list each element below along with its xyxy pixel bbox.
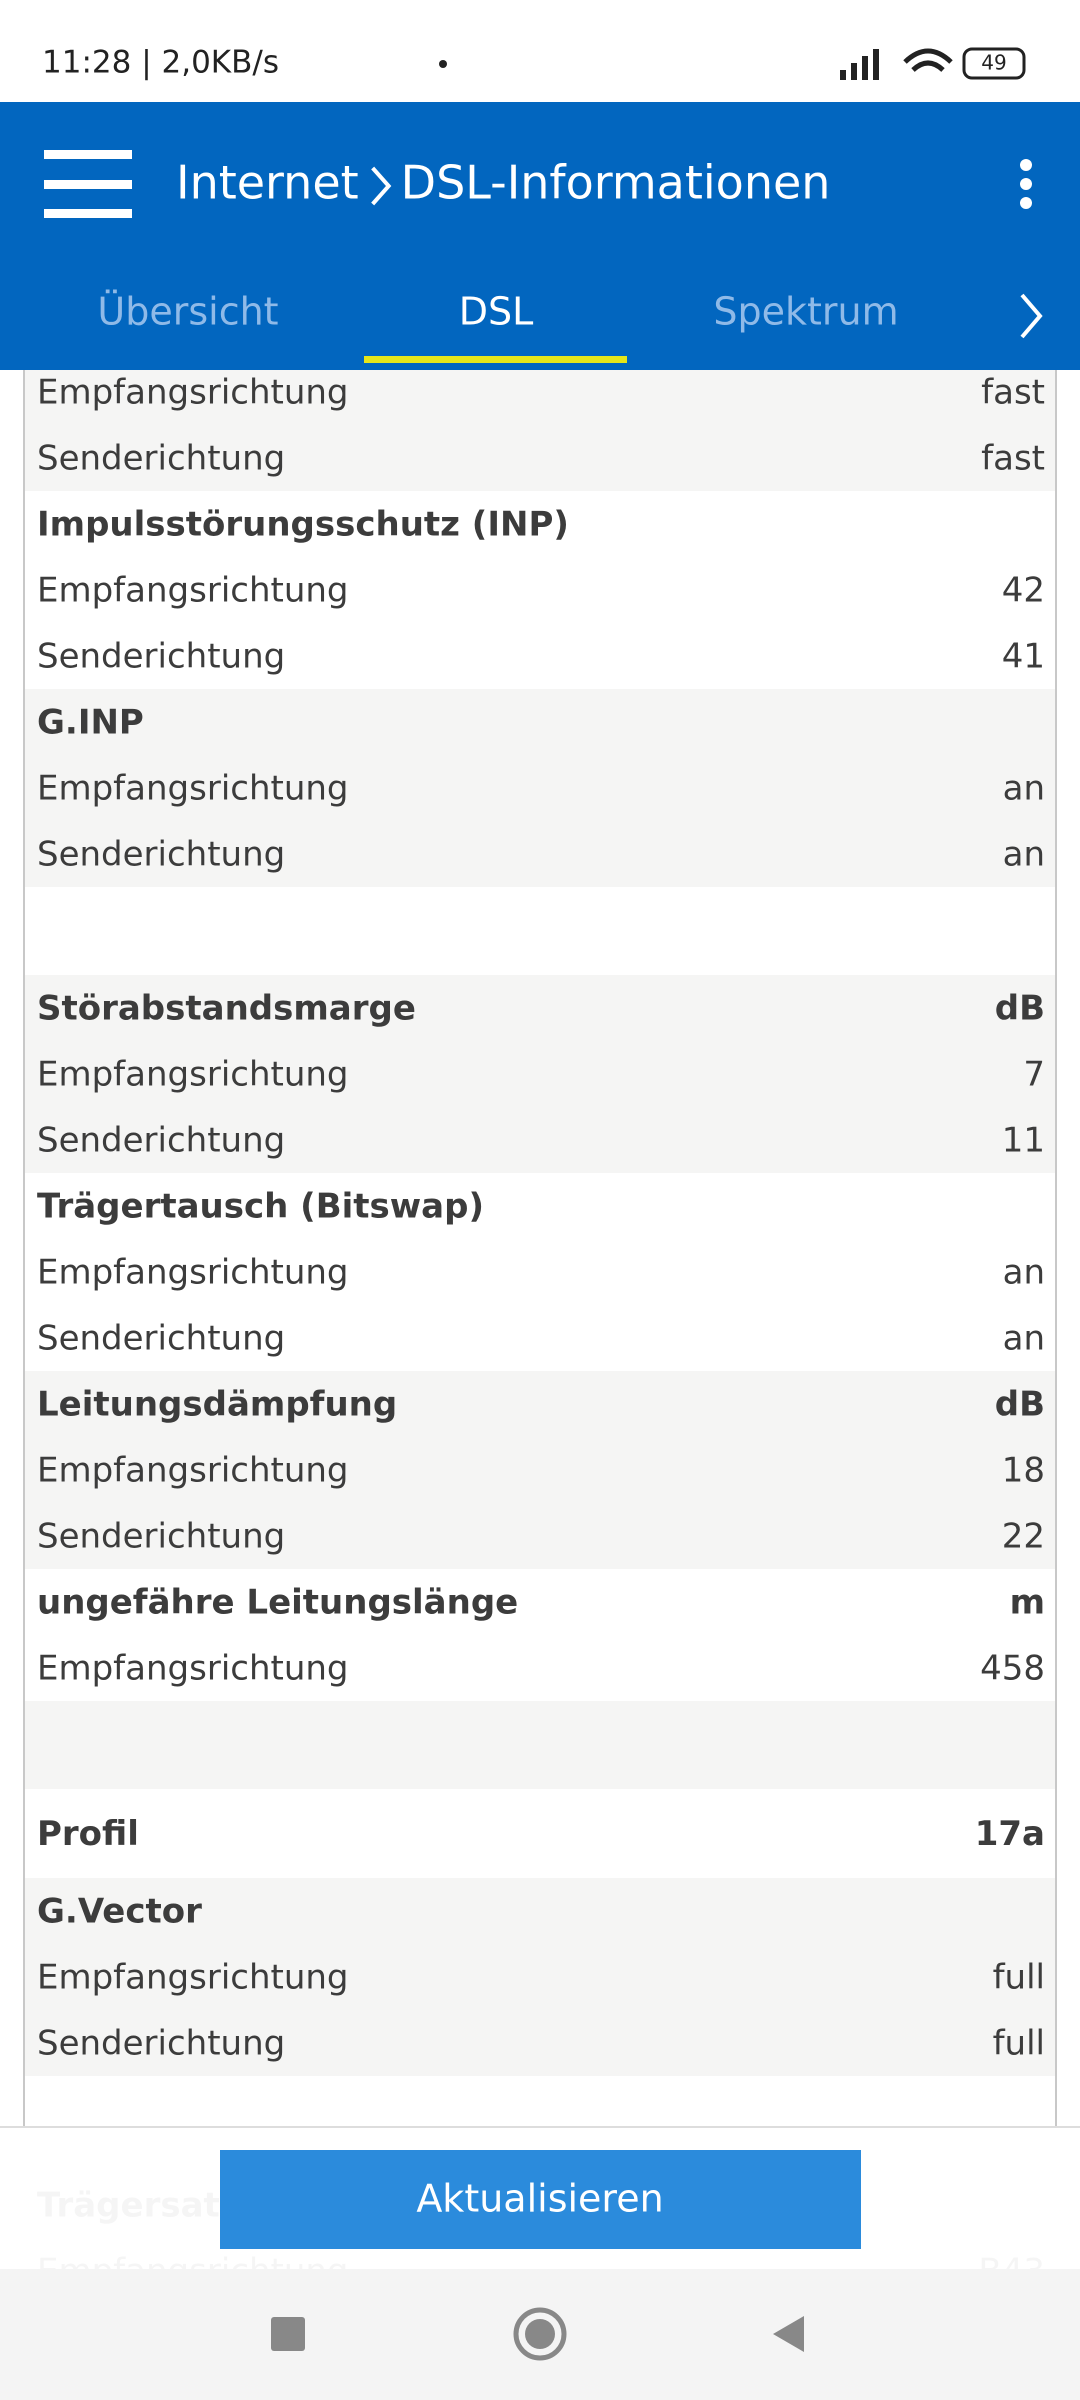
- battery-level: 49: [981, 51, 1006, 75]
- section-title: Impulsstörungsschutz (INP): [37, 505, 569, 545]
- row-value: an: [1003, 1319, 1045, 1359]
- section: Leitungsdämpfung dB Empfangsrichtung 18 Send…: [24, 1371, 1056, 1569]
- status-time: 11:28 | 2,0KB/s: [42, 45, 279, 81]
- section: G.INP Empfangsrichtung an Senderichtung an: [24, 689, 1056, 887]
- section-title: Profil: [37, 1814, 139, 1854]
- nav-back[interactable]: [773, 2316, 804, 2352]
- row-value: fast: [981, 373, 1045, 413]
- spacer: [24, 887, 1056, 975]
- refresh-button[interactable]: [220, 2150, 861, 2249]
- dot: [439, 60, 447, 68]
- section: Trägertausch (Bitswap) Empfangsrichtung an…: [24, 1173, 1056, 1371]
- section-title: Störabstandsmarge: [37, 989, 416, 1029]
- battery: [962, 47, 1026, 80]
- signal: [840, 49, 879, 80]
- section: ungefähre Leitungslänge m Empfangsrichtung…: [24, 1569, 1056, 1701]
- row-label: Senderichtung: [37, 439, 285, 479]
- tab-indicator: [364, 356, 627, 363]
- section-bg: [24, 1789, 1056, 1878]
- section-bg: [24, 1173, 1056, 1371]
- row-value: 458: [980, 1649, 1045, 1689]
- tabs-next[interactable]: [1020, 293, 1043, 339]
- content: Empfangsrichtung fast Senderichtung fast Imp…: [24, 359, 1056, 2304]
- row-value: 18: [1002, 1451, 1045, 1491]
- page-title: DSL-Informationen: [401, 156, 831, 210]
- app-bar: [0, 102, 1080, 370]
- nav-home[interactable]: [513, 2307, 567, 2361]
- wifi: [903, 48, 953, 72]
- section-title: ungefähre Leitungslänge: [37, 1583, 518, 1623]
- row-value: full: [993, 1958, 1045, 1998]
- tab[interactable]: Übersicht: [97, 290, 278, 334]
- section: Impulsstörungsschutz (INP) Empfangsrichtu…: [24, 491, 1056, 689]
- row-label: Empfangsrichtung: [37, 1958, 349, 1998]
- row-value: an: [1003, 835, 1045, 875]
- section: Profil 17a: [24, 1789, 1056, 1878]
- row-value: full: [993, 2024, 1045, 2064]
- more-button[interactable]: [1020, 159, 1032, 209]
- section-bg: [24, 1371, 1056, 1569]
- section-bg: [24, 359, 1056, 491]
- section: Empfangsrichtung fast Senderichtung fast: [24, 359, 1056, 491]
- section-unit: dB: [995, 989, 1045, 1029]
- menu-button[interactable]: [44, 150, 132, 218]
- section-title: Trägertausch (Bitswap): [37, 1187, 484, 1227]
- section: Störabstandsmarge dB Empfangsrichtung 7 Send…: [24, 975, 1056, 1173]
- section-bg: [24, 975, 1056, 1173]
- row-label: Senderichtung: [37, 835, 285, 875]
- section-title: Leitungsdämpfung: [37, 1385, 397, 1425]
- section-unit: dB: [995, 1385, 1045, 1425]
- row-label: Senderichtung: [37, 2024, 285, 2064]
- row-label: Senderichtung: [37, 637, 285, 677]
- row-label: Empfangsrichtung: [37, 373, 349, 413]
- row-value: 42: [1002, 571, 1045, 611]
- section-title: G.Vector: [37, 1892, 202, 1932]
- section-bg: [24, 689, 1056, 887]
- row-value: an: [1003, 1253, 1045, 1293]
- row-label: Empfangsrichtung: [37, 1451, 349, 1491]
- tab[interactable]: Spektrum: [713, 290, 898, 334]
- section-unit: m: [1010, 1583, 1045, 1623]
- row-label: Empfangsrichtung: [37, 1253, 349, 1293]
- section-bg: [24, 491, 1056, 689]
- row-label: Senderichtung: [37, 1517, 285, 1557]
- breadcrumb-chevron: [371, 166, 392, 206]
- row-value: fast: [981, 439, 1045, 479]
- row-value: an: [1003, 769, 1045, 809]
- status-bar: [0, 0, 1080, 102]
- row-value: 41: [1002, 637, 1045, 677]
- section-bg: [24, 1569, 1056, 1701]
- row-value: 7: [1023, 1055, 1045, 1095]
- nav-home-dot: [525, 2319, 555, 2349]
- spacer: [24, 1701, 1056, 1789]
- row-label: Senderichtung: [37, 1121, 285, 1161]
- refresh-label[interactable]: Aktualisieren: [416, 2177, 663, 2221]
- row-value: 22: [1002, 1517, 1045, 1557]
- section-unit: 17a: [975, 1814, 1045, 1854]
- section: G.Vector Empfangsrichtung full Senderichtun…: [24, 1878, 1056, 2076]
- tab-active[interactable]: DSL: [459, 290, 534, 334]
- nav-recents[interactable]: [271, 2317, 305, 2351]
- section-title: G.INP: [37, 703, 144, 743]
- row-label: Empfangsrichtung: [37, 571, 349, 611]
- row-label: Empfangsrichtung: [37, 1055, 349, 1095]
- row-label: Senderichtung: [37, 1319, 285, 1359]
- breadcrumb-section[interactable]: Internet: [176, 156, 359, 210]
- row-value: 11: [1002, 1121, 1045, 1161]
- row-label: Empfangsrichtung: [37, 769, 349, 809]
- row-label: Empfangsrichtung: [37, 1649, 349, 1689]
- section-bg: [24, 1878, 1056, 2076]
